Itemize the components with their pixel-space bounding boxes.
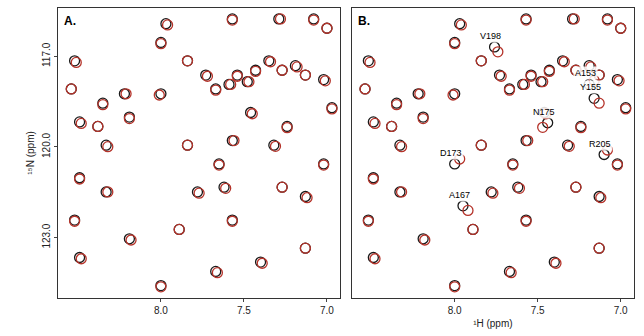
svg-text:A167: A167 (449, 190, 470, 200)
svg-text:V198: V198 (480, 31, 501, 41)
svg-text:120.0: 120.0 (41, 133, 52, 158)
svg-text:¹H (ppm): ¹H (ppm) (473, 318, 512, 329)
svg-text:7.5: 7.5 (531, 305, 545, 316)
svg-text:N175: N175 (533, 107, 555, 117)
svg-text:D173: D173 (440, 148, 462, 158)
svg-text:¹⁵N (ppm): ¹⁵N (ppm) (25, 131, 36, 175)
svg-text:8.0: 8.0 (154, 305, 168, 316)
svg-text:8.0: 8.0 (448, 305, 462, 316)
svg-text:B.: B. (358, 14, 370, 28)
svg-text:A.: A. (64, 14, 76, 28)
svg-text:R205: R205 (589, 139, 611, 149)
svg-text:7.0: 7.0 (614, 305, 628, 316)
svg-text:Y155: Y155 (580, 82, 601, 92)
svg-text:117.0: 117.0 (41, 42, 52, 67)
svg-text:7.0: 7.0 (320, 305, 334, 316)
svg-text:123.0: 123.0 (41, 223, 52, 248)
svg-text:7.5: 7.5 (237, 305, 251, 316)
svg-text:A153: A153 (575, 68, 596, 78)
